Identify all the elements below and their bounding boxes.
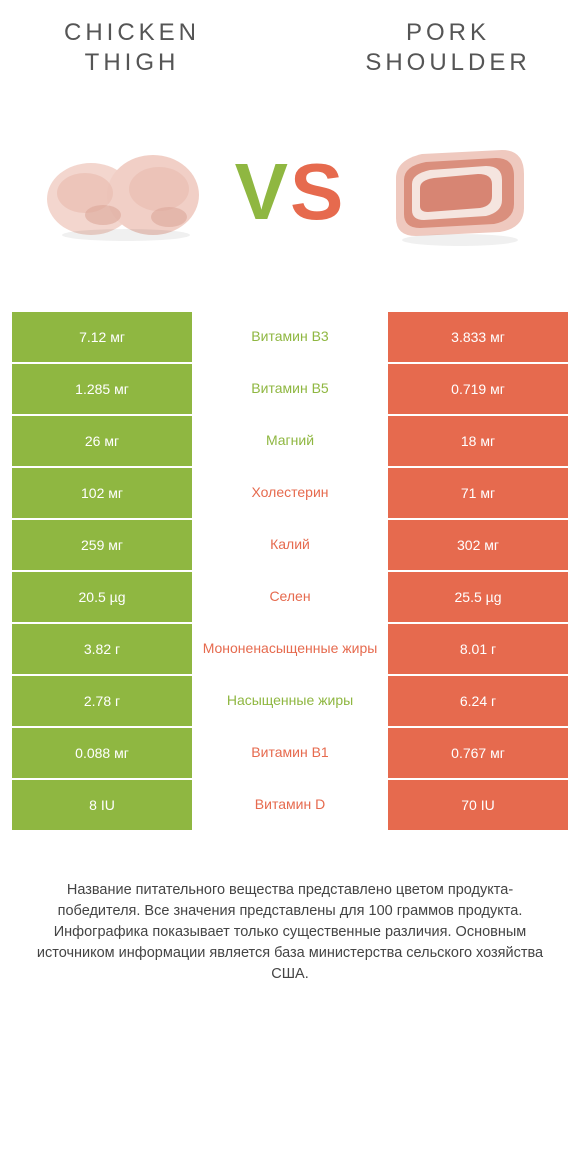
left-value: 2.78 г	[12, 676, 192, 726]
left-value: 3.82 г	[12, 624, 192, 674]
nutrient-label: Мононенасыщенные жиры	[192, 624, 388, 674]
left-value: 8 IU	[12, 780, 192, 830]
comparison-table: 7.12 мгВитамин B33.833 мг1.285 мгВитамин…	[12, 312, 568, 832]
right-value: 25.5 µg	[388, 572, 568, 622]
right-value: 71 мг	[388, 468, 568, 518]
left-value: 26 мг	[12, 416, 192, 466]
infographic-container: CHICKEN THIGH PORK SHOULDER VS	[0, 0, 580, 1015]
nutrient-row: 26 мгМагний18 мг	[12, 416, 568, 468]
nutrient-row: 3.82 гМононенасыщенные жиры8.01 г	[12, 624, 568, 676]
left-value: 0.088 мг	[12, 728, 192, 778]
pork-shoulder-image	[364, 132, 544, 252]
nutrient-label: Холестерин	[192, 468, 388, 518]
right-value: 18 мг	[388, 416, 568, 466]
vs-label: VS	[235, 146, 346, 238]
nutrient-row: 2.78 гНасыщенные жиры6.24 г	[12, 676, 568, 728]
nutrient-row: 8 IUВитамин D70 IU	[12, 780, 568, 832]
nutrient-row: 7.12 мгВитамин B33.833 мг	[12, 312, 568, 364]
left-value: 259 мг	[12, 520, 192, 570]
vs-v: V	[235, 147, 290, 236]
right-value: 8.01 г	[388, 624, 568, 674]
nutrient-row: 20.5 µgСелен25.5 µg	[12, 572, 568, 624]
nutrient-label: Селен	[192, 572, 388, 622]
right-value: 0.767 мг	[388, 728, 568, 778]
nutrient-row: 1.285 мгВитамин B50.719 мг	[12, 364, 568, 416]
left-value: 1.285 мг	[12, 364, 192, 414]
nutrient-label: Насыщенные жиры	[192, 676, 388, 726]
footnote-block: Название питательного вещества представл…	[12, 832, 568, 985]
right-value: 70 IU	[388, 780, 568, 830]
hero-row: VS	[12, 92, 568, 312]
chicken-thigh-image	[36, 137, 216, 247]
left-product-title: CHICKEN THIGH	[32, 18, 232, 78]
left-value: 7.12 мг	[12, 312, 192, 362]
titles-row: CHICKEN THIGH PORK SHOULDER	[12, 18, 568, 92]
nutrient-row: 102 мгХолестерин71 мг	[12, 468, 568, 520]
nutrient-label: Витамин B1	[192, 728, 388, 778]
right-value: 0.719 мг	[388, 364, 568, 414]
right-value: 6.24 г	[388, 676, 568, 726]
nutrient-label: Витамин D	[192, 780, 388, 830]
nutrient-label: Магний	[192, 416, 388, 466]
right-product-title: PORK SHOULDER	[348, 18, 548, 78]
nutrient-label: Калий	[192, 520, 388, 570]
vs-s: S	[290, 147, 345, 236]
right-value: 3.833 мг	[388, 312, 568, 362]
right-value: 302 мг	[388, 520, 568, 570]
nutrient-label: Витамин B3	[192, 312, 388, 362]
nutrient-row: 259 мгКалий302 мг	[12, 520, 568, 572]
nutrient-label: Витамин B5	[192, 364, 388, 414]
left-value: 102 мг	[12, 468, 192, 518]
nutrient-row: 0.088 мгВитамин B10.767 мг	[12, 728, 568, 780]
left-value: 20.5 µg	[12, 572, 192, 622]
